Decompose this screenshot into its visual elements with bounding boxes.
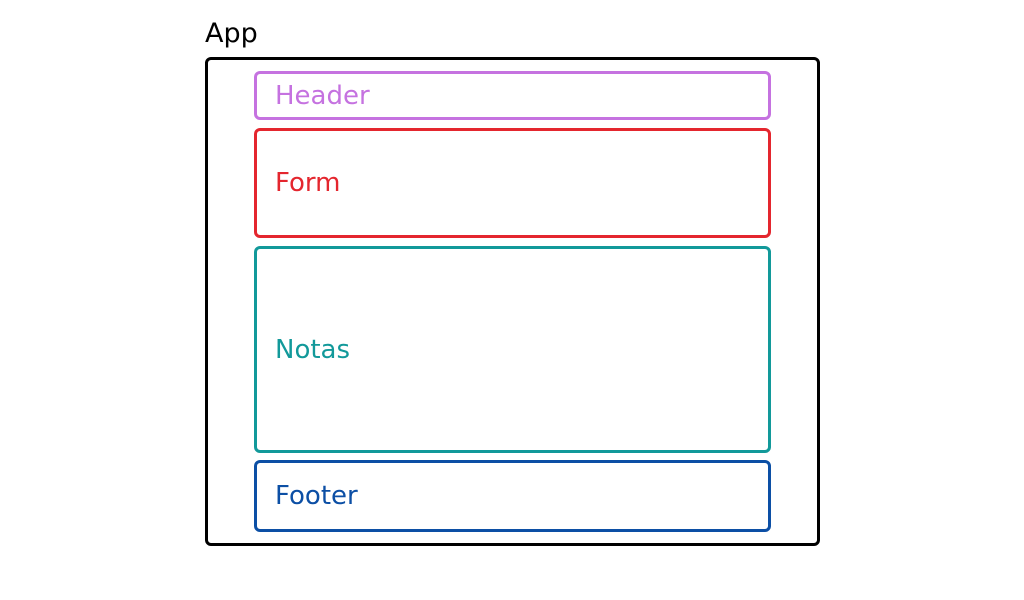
header-component: Header bbox=[254, 71, 771, 120]
footer-label: Footer bbox=[275, 481, 358, 511]
form-component: Form bbox=[254, 128, 771, 238]
app-title: App bbox=[205, 18, 258, 49]
header-label: Header bbox=[275, 80, 370, 111]
app-container bbox=[205, 57, 820, 546]
footer-component: Footer bbox=[254, 460, 771, 532]
notas-label: Notas bbox=[275, 334, 351, 365]
form-label: Form bbox=[275, 168, 341, 198]
notas-component: Notas bbox=[254, 246, 771, 453]
